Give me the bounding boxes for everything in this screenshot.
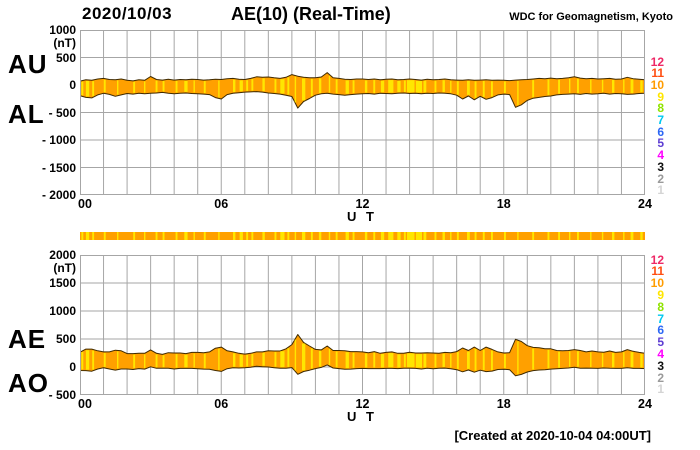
x-tick-label: 00 [78, 397, 92, 411]
y-tick-label: 1500 [49, 276, 76, 290]
chart1-x-axis-title: U T [347, 209, 377, 224]
chart1-plot-area [80, 30, 645, 195]
index-label-ae: AE [8, 324, 47, 354]
station-count-scale-value: 12 [650, 252, 664, 267]
station-count-scale-value: 7 [657, 113, 664, 127]
y-tick-label: 1000 [49, 23, 76, 37]
x-tick-label: 12 [355, 397, 370, 411]
station-count-scale-value: 8 [657, 299, 664, 314]
station-count-scale-value: 3 [657, 358, 664, 373]
x-tick-label: 12 [355, 197, 370, 211]
y-tick-label: - 500 [48, 388, 76, 402]
station-count-scale-value: 3 [657, 159, 664, 174]
station-count-scale-value: 12 [650, 54, 664, 69]
created-timestamp: [Created at 2020-10-04 04:00UT] [454, 428, 651, 443]
y-tick-label: - 2000 [41, 188, 76, 202]
chart2-x-axis-title: U T [347, 409, 377, 424]
plot-title: AE(10) (Real-Time) [231, 4, 391, 24]
chart2-plot-area [80, 255, 645, 395]
y-tick-label: 500 [55, 50, 76, 65]
station-count-scale-value: 6 [657, 323, 664, 338]
station-count-scale-value: 11 [651, 66, 664, 81]
x-tick-label: 06 [214, 397, 229, 411]
x-tick-label: 06 [214, 197, 229, 211]
y-tick-label: 500 [55, 332, 76, 346]
y-tick-label: - 1000 [41, 133, 76, 147]
x-tick-label: 24 [638, 397, 652, 411]
station-count-scale-value: 2 [657, 370, 664, 385]
station-count-scale-value: 9 [657, 287, 664, 302]
y-tick-label: 1000 [49, 304, 76, 318]
y-tick-label: 2000 [49, 248, 76, 262]
station-count-scale-value: 5 [657, 335, 664, 350]
station-count-scale-value: 4 [657, 148, 664, 163]
station-count-scale-value: 8 [657, 101, 664, 116]
station-count-scale-value: 7 [657, 311, 664, 326]
x-tick-label: 18 [496, 397, 511, 411]
station-count-scale-value: 2 [657, 171, 664, 186]
station-count-scale-value: 1 [657, 183, 664, 198]
station-count-scale-value: 5 [657, 136, 664, 151]
y-tick-label: - 500 [48, 105, 76, 120]
station-count-scale-value: 6 [657, 124, 664, 139]
x-tick-label: 18 [496, 197, 511, 211]
station-count-scale-value: 9 [657, 89, 664, 104]
y-axis-unit-label: (nT) [53, 261, 76, 275]
x-tick-label: 24 [638, 197, 652, 211]
station-count-scale-value: 10 [650, 77, 664, 92]
plot-date: 2020/10/03 [82, 4, 173, 23]
index-label-al: AL [8, 99, 45, 129]
x-tick-label: 00 [78, 197, 92, 211]
station-count-bar [80, 232, 645, 240]
station-count-scale-value: 11 [651, 264, 664, 279]
station-count-scale-value: 4 [657, 346, 664, 361]
y-tick-label: 0 [69, 78, 76, 92]
organization-label: WDC for Geomagnetism, Kyoto [509, 11, 673, 23]
y-axis-unit-label: (nT) [53, 36, 76, 50]
index-label-ao: AO [8, 368, 49, 398]
y-tick-label: 0 [69, 360, 76, 374]
y-tick-label: - 1500 [41, 160, 76, 175]
station-count-scale-value: 1 [657, 382, 664, 397]
index-label-au: AU [8, 49, 48, 79]
station-count-scale-value: 10 [650, 276, 664, 291]
